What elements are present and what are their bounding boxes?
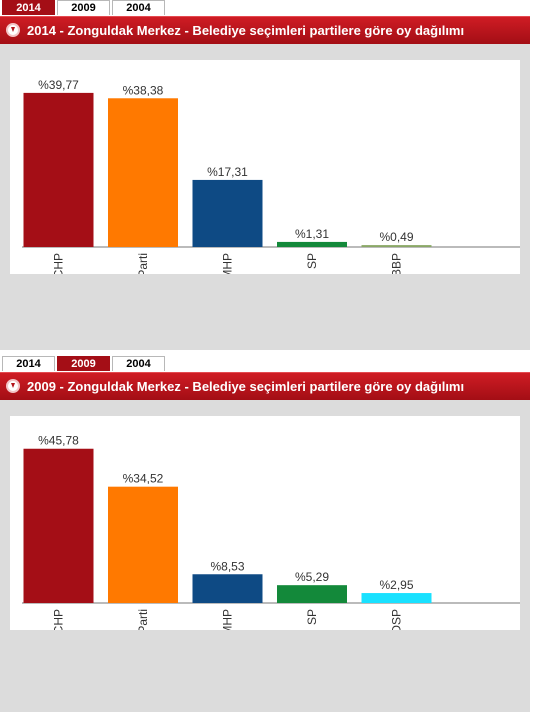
- bar-chp[interactable]: [23, 448, 94, 603]
- x-tick-label: CHP: [52, 253, 66, 274]
- x-tick-label: AK Parti: [136, 253, 150, 274]
- data-label: %8,53: [210, 559, 244, 573]
- bar-chp[interactable]: [23, 92, 94, 247]
- bar-sp[interactable]: [277, 585, 347, 603]
- bar-mhp[interactable]: [192, 574, 263, 603]
- download-icon[interactable]: [6, 23, 20, 37]
- bar-bbp[interactable]: [361, 245, 432, 247]
- chart-title: 2009 - Zonguldak Merkez - Belediye seçim…: [27, 379, 465, 394]
- x-tick-label: BBP: [390, 253, 404, 274]
- x-tick-label: SP: [305, 253, 319, 269]
- x-tick-label: CHP: [52, 609, 66, 630]
- tab-2004[interactable]: 2004: [112, 0, 165, 15]
- data-label: %5,29: [295, 570, 329, 584]
- data-label: %34,52: [123, 472, 164, 486]
- chart-panel: %39,77 CHP %38,38 AK Parti %17,31 MHP %1,31 SP%…: [0, 44, 530, 350]
- plot-area: %39,77 CHP %38,38 AK Parti %17,31 MHP %1,31 SP%…: [10, 60, 520, 297]
- chart-panel: %45,78 CHP %34,52 AK Parti %8,53 MHP %5,29 SP %2…: [0, 400, 530, 712]
- bar-mhp[interactable]: [192, 179, 263, 247]
- tab-2004[interactable]: 2004: [112, 356, 165, 371]
- x-tick-label: MHP: [221, 253, 235, 274]
- chart-title-bar: 2009 - Zonguldak Merkez - Belediye seçim…: [0, 372, 530, 400]
- bar-ak-parti[interactable]: [108, 98, 178, 247]
- bar-chart-2014: %39,77 CHP %38,38 AK Parti %17,31 MHP %1,31 SP%…: [22, 78, 520, 297]
- data-label: %1,31: [295, 227, 329, 241]
- data-label: %0,49: [379, 230, 413, 244]
- chart-title-bar: 2014 - Zonguldak Merkez - Belediye seçim…: [0, 16, 530, 44]
- x-tick-label: DSP: [390, 609, 404, 630]
- data-label: %39,77: [38, 78, 79, 92]
- data-label: %45,78: [38, 434, 79, 448]
- tab-2009[interactable]: 2009: [57, 356, 110, 371]
- data-label: %2,95: [379, 578, 413, 592]
- year-tabs: 2014 2009 2004: [0, 356, 530, 372]
- bar-chart-2009: %45,78 CHP %34,52 AK Parti %8,53 MHP %5,29 SP %2…: [22, 434, 520, 653]
- data-label: %17,31: [207, 165, 248, 179]
- bar-sp[interactable]: [277, 241, 347, 247]
- chart-section-2014: 2014 2009 2004 2014 - Zonguldak Merkez -…: [0, 0, 530, 350]
- bar-ak-parti[interactable]: [108, 486, 178, 603]
- x-tick-label: SP: [305, 609, 319, 625]
- plot-area: %45,78 CHP %34,52 AK Parti %8,53 MHP %5,29 SP %2…: [10, 416, 520, 653]
- chart-title: 2014 - Zonguldak Merkez - Belediye seçim…: [27, 23, 465, 38]
- tab-2009[interactable]: 2009: [57, 0, 110, 15]
- bar-dsp[interactable]: [361, 593, 432, 603]
- x-tick-label: AK Parti: [136, 609, 150, 630]
- chart-section-2009: 2014 2009 2004 2009 - Zonguldak Merkez -…: [0, 356, 530, 712]
- x-tick-label: MHP: [221, 609, 235, 630]
- year-tabs: 2014 2009 2004: [0, 0, 530, 16]
- data-label: %38,38: [123, 83, 164, 97]
- download-icon[interactable]: [6, 379, 20, 393]
- tab-2014[interactable]: 2014: [2, 356, 55, 371]
- tab-2014[interactable]: 2014: [2, 0, 55, 15]
